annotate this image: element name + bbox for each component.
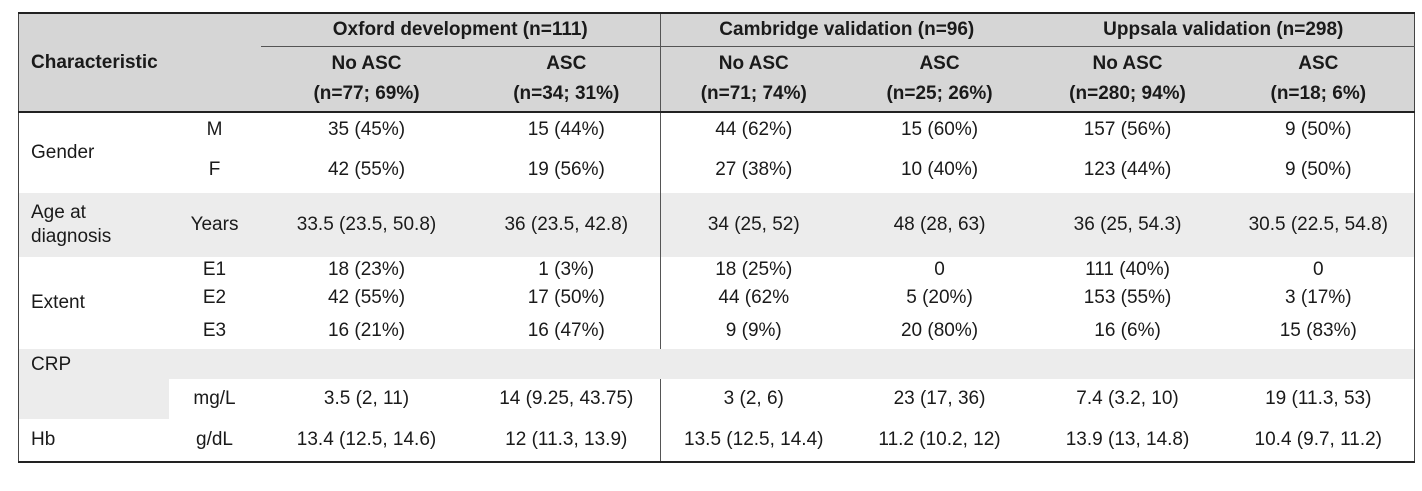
table-body: Gender M 35 (45%) 15 (44%) 44 (62%) 15 (… bbox=[18, 112, 1415, 463]
row-unit: E1 bbox=[202, 259, 227, 280]
table-cell: 9 (50%) bbox=[1285, 159, 1352, 180]
row-unit: mg/L bbox=[193, 388, 236, 409]
table-cell: 33.5 (23.5, 50.8) bbox=[260, 193, 473, 257]
table-row-gender-f: F 42 (55%) 19 (56%) 27 (38%) 10 (40%) 12… bbox=[19, 147, 1415, 193]
table-cell: 16 (47%) bbox=[527, 320, 605, 341]
table-cell: 19 (11.3, 53) bbox=[1265, 388, 1372, 409]
table-cell: 23 (17, 36) bbox=[893, 388, 986, 409]
subcol-uppsala-asc: ASC (n=18; 6%) bbox=[1222, 46, 1415, 112]
table-cell: 5 (20%) bbox=[906, 287, 973, 308]
table-row-hb: Hb g/dL 13.4 (12.5, 14.6) 12 (11.3, 13.9… bbox=[18, 419, 1415, 463]
subcol-oxford-asc: ASC (n=34; 31%) bbox=[472, 46, 661, 112]
table-cell: 7.4 (3.2, 10) bbox=[1076, 388, 1179, 409]
row-unit: M bbox=[206, 119, 223, 140]
header-characteristic: Characteristic bbox=[18, 13, 261, 112]
table-cell: 18 (23%) bbox=[327, 259, 406, 280]
table-row-extent-e3: E3 16 (21%) 16 (47%) 9 (9%) 20 (80%) 16 … bbox=[19, 313, 1415, 349]
table-cell: 13.4 (12.5, 14.6) bbox=[260, 419, 473, 463]
table-container: Characteristic Oxford development (n=111… bbox=[18, 12, 1416, 463]
row-unit: Years bbox=[168, 193, 261, 257]
table-cell: 13.9 (13, 14.8) bbox=[1032, 419, 1223, 463]
table-cell: 42 (55%) bbox=[327, 159, 406, 180]
table-header: Characteristic Oxford development (n=111… bbox=[18, 13, 1415, 112]
table-cell: 153 (55%) bbox=[1083, 287, 1172, 308]
table-cell: 123 (44%) bbox=[1083, 159, 1172, 180]
table-cell: 1 (3%) bbox=[538, 259, 595, 280]
row-unit: E3 bbox=[202, 320, 227, 341]
row-unit: F bbox=[208, 159, 221, 180]
table-cell: 9 (9%) bbox=[660, 313, 847, 349]
table-row-crp: CRP bbox=[18, 349, 1415, 419]
table-cell: 15 (60%) bbox=[900, 119, 979, 140]
table-cell: 157 (56%) bbox=[1083, 119, 1172, 140]
table-cell: 18 (25%) bbox=[660, 257, 847, 283]
table-cell: 16 (6%) bbox=[1094, 320, 1161, 341]
table-cell: 16 (21%) bbox=[327, 320, 406, 341]
characteristics-table: Characteristic Oxford development (n=111… bbox=[18, 12, 1416, 463]
group-oxford: Oxford development (n=111) bbox=[260, 13, 661, 47]
table-cell: 34 (25, 52) bbox=[660, 193, 847, 257]
table-cell: 3 (17%) bbox=[1285, 287, 1352, 308]
table-cell: 0 bbox=[1312, 259, 1324, 280]
table-row-extent-e1: Extent E1 18 (23%) 1 (3%) 18 (25%) 0 111… bbox=[19, 257, 1415, 313]
table-cell: 0 bbox=[934, 259, 945, 280]
table-cell: 44 (62% bbox=[660, 283, 847, 313]
row-label-gender: Gender bbox=[31, 142, 95, 163]
table-row-age: Age at diagnosis Years 33.5 (23.5, 50.8) … bbox=[18, 193, 1415, 257]
subcol-cambridge-asc: ASC (n=25; 26%) bbox=[846, 46, 1033, 112]
group-cambridge: Cambridge validation (n=96) bbox=[660, 13, 1033, 47]
row-label-extent: Extent bbox=[31, 292, 85, 313]
table-cell: 48 (28, 63) bbox=[846, 193, 1033, 257]
table-cell: 30.5 (22.5, 54.8) bbox=[1222, 193, 1415, 257]
row-label-age: Age at diagnosis bbox=[18, 193, 169, 257]
table-row-gender-m: Gender M 35 (45%) 15 (44%) 44 (62%) 15 (… bbox=[19, 112, 1415, 163]
table-cell: 14 (9.25, 43.75) bbox=[499, 388, 634, 409]
row-label-hb: Hb bbox=[18, 419, 169, 463]
row-unit: g/dL bbox=[168, 419, 261, 463]
table-cell: 3.5 (2, 11) bbox=[323, 388, 410, 409]
table-cell: 36 (23.5, 42.8) bbox=[472, 193, 661, 257]
table-cell: 10.4 (9.7, 11.2) bbox=[1222, 419, 1415, 463]
table-cell: 13.5 (12.5, 14.4) bbox=[660, 419, 847, 463]
table-cell: 36 (25, 54.3) bbox=[1032, 193, 1223, 257]
table-cell: 44 (62%) bbox=[660, 112, 847, 147]
table-cell: 15 (83%) bbox=[1279, 320, 1357, 341]
table-cell: 111 (40%) bbox=[1085, 259, 1170, 280]
table-cell: 27 (38%) bbox=[660, 147, 847, 193]
row-unit: E2 bbox=[202, 287, 227, 308]
table-row-crp-values: mg/L 3.5 (2, 11) 14 (9.25, 43.75) 3 (2, … bbox=[19, 379, 1415, 419]
subcol-cambridge-no-asc: No ASC (n=71; 74%) bbox=[660, 46, 847, 112]
table-cell: 9 (50%) bbox=[1285, 119, 1352, 140]
table-cell: 11.2 (10.2, 12) bbox=[846, 419, 1033, 463]
table-cell: 15 (44%) bbox=[527, 119, 605, 140]
table-cell: 3 (2, 6) bbox=[660, 379, 847, 419]
table-cell: 19 (56%) bbox=[527, 159, 605, 180]
table-row-extent-e2: E2 42 (55%) 17 (50%) 44 (62% 5 (20%) 153… bbox=[19, 283, 1415, 313]
table-cell: 42 (55%) bbox=[327, 287, 406, 308]
table-cell: 20 (80%) bbox=[900, 320, 979, 341]
subcol-uppsala-no-asc: No ASC (n=280; 94%) bbox=[1032, 46, 1223, 112]
table-cell: 10 (40%) bbox=[900, 159, 979, 180]
table-cell: 12 (11.3, 13.9) bbox=[472, 419, 661, 463]
subcol-oxford-no-asc: No ASC (n=77; 69%) bbox=[260, 46, 473, 112]
group-uppsala: Uppsala validation (n=298) bbox=[1032, 13, 1415, 47]
row-label-crp: CRP bbox=[18, 349, 169, 419]
table-cell: 17 (50%) bbox=[527, 287, 605, 308]
table-cell: 35 (45%) bbox=[327, 119, 406, 140]
